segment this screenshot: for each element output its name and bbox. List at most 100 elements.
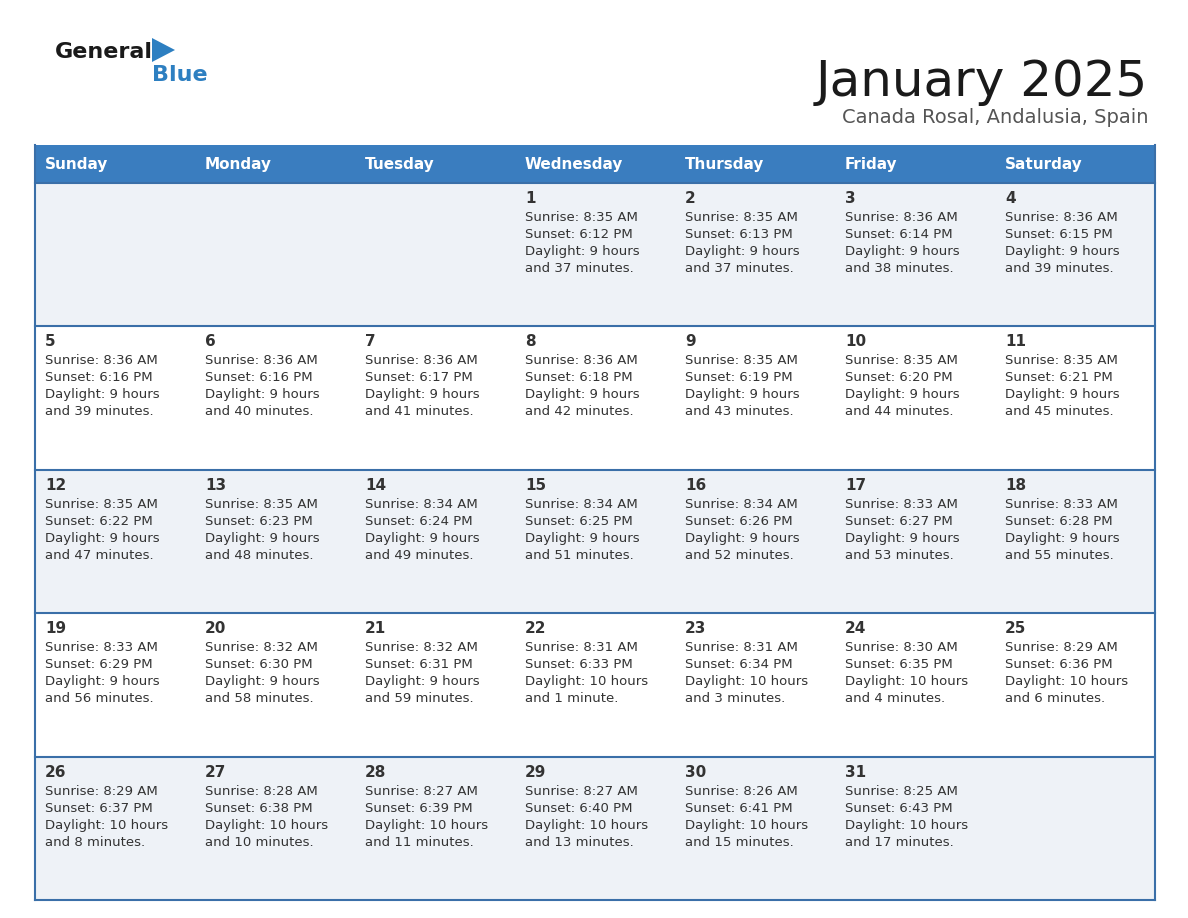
Text: Sunday: Sunday — [45, 156, 108, 172]
Text: Daylight: 9 hours: Daylight: 9 hours — [365, 532, 480, 544]
Text: Sunset: 6:40 PM: Sunset: 6:40 PM — [525, 801, 632, 814]
Text: Sunrise: 8:30 AM: Sunrise: 8:30 AM — [845, 641, 958, 655]
Text: and 59 minutes.: and 59 minutes. — [365, 692, 474, 705]
Text: Sunrise: 8:33 AM: Sunrise: 8:33 AM — [45, 641, 158, 655]
Text: Daylight: 9 hours: Daylight: 9 hours — [525, 532, 639, 544]
Text: Sunrise: 8:36 AM: Sunrise: 8:36 AM — [525, 354, 638, 367]
Bar — [516, 756, 675, 900]
Text: Daylight: 9 hours: Daylight: 9 hours — [525, 388, 639, 401]
Text: Daylight: 9 hours: Daylight: 9 hours — [845, 532, 960, 544]
Text: Daylight: 9 hours: Daylight: 9 hours — [206, 388, 320, 401]
Text: and 47 minutes.: and 47 minutes. — [45, 549, 153, 562]
Bar — [195, 183, 355, 327]
Bar — [195, 756, 355, 900]
Text: Sunrise: 8:33 AM: Sunrise: 8:33 AM — [1005, 498, 1118, 510]
Text: Sunset: 6:29 PM: Sunset: 6:29 PM — [45, 658, 152, 671]
Text: Sunrise: 8:31 AM: Sunrise: 8:31 AM — [525, 641, 638, 655]
Bar — [34, 613, 195, 756]
Bar — [355, 183, 516, 327]
Text: Friday: Friday — [845, 156, 898, 172]
Text: Sunrise: 8:36 AM: Sunrise: 8:36 AM — [1005, 211, 1118, 224]
Text: 3: 3 — [845, 191, 855, 206]
Text: Saturday: Saturday — [1005, 156, 1082, 172]
Text: Sunrise: 8:25 AM: Sunrise: 8:25 AM — [845, 785, 958, 798]
Bar — [355, 470, 516, 613]
Text: Sunset: 6:16 PM: Sunset: 6:16 PM — [45, 372, 152, 385]
Bar — [195, 613, 355, 756]
Text: 17: 17 — [845, 477, 866, 493]
Bar — [675, 183, 835, 327]
Text: Sunset: 6:22 PM: Sunset: 6:22 PM — [45, 515, 153, 528]
Text: Sunset: 6:20 PM: Sunset: 6:20 PM — [845, 372, 953, 385]
Text: 2: 2 — [685, 191, 696, 206]
Text: Sunrise: 8:34 AM: Sunrise: 8:34 AM — [525, 498, 638, 510]
Text: Daylight: 10 hours: Daylight: 10 hours — [525, 676, 649, 688]
Text: Sunrise: 8:35 AM: Sunrise: 8:35 AM — [525, 211, 638, 224]
Text: Sunset: 6:34 PM: Sunset: 6:34 PM — [685, 658, 792, 671]
Text: and 4 minutes.: and 4 minutes. — [845, 692, 946, 705]
Text: Sunset: 6:27 PM: Sunset: 6:27 PM — [845, 515, 953, 528]
Text: 4: 4 — [1005, 191, 1016, 206]
Bar — [675, 145, 835, 183]
Text: Sunrise: 8:32 AM: Sunrise: 8:32 AM — [365, 641, 478, 655]
Bar — [516, 470, 675, 613]
Text: Sunset: 6:19 PM: Sunset: 6:19 PM — [685, 372, 792, 385]
Bar — [835, 327, 996, 470]
Text: 31: 31 — [845, 765, 866, 779]
Text: 15: 15 — [525, 477, 546, 493]
Bar — [996, 470, 1155, 613]
Text: 24: 24 — [845, 621, 866, 636]
Text: Daylight: 10 hours: Daylight: 10 hours — [206, 819, 328, 832]
Text: and 3 minutes.: and 3 minutes. — [685, 692, 785, 705]
Text: Monday: Monday — [206, 156, 272, 172]
Text: Daylight: 9 hours: Daylight: 9 hours — [206, 532, 320, 544]
Text: and 39 minutes.: and 39 minutes. — [45, 406, 153, 419]
Text: Daylight: 9 hours: Daylight: 9 hours — [206, 676, 320, 688]
Text: Sunrise: 8:35 AM: Sunrise: 8:35 AM — [685, 354, 798, 367]
Text: Daylight: 10 hours: Daylight: 10 hours — [45, 819, 169, 832]
Text: Sunset: 6:18 PM: Sunset: 6:18 PM — [525, 372, 633, 385]
Text: and 42 minutes.: and 42 minutes. — [525, 406, 633, 419]
Text: 30: 30 — [685, 765, 706, 779]
Text: January 2025: January 2025 — [816, 58, 1148, 106]
Text: Tuesday: Tuesday — [365, 156, 435, 172]
Text: Canada Rosal, Andalusia, Spain: Canada Rosal, Andalusia, Spain — [841, 108, 1148, 127]
Text: Daylight: 9 hours: Daylight: 9 hours — [365, 388, 480, 401]
Text: 28: 28 — [365, 765, 386, 779]
Bar — [195, 470, 355, 613]
Text: Thursday: Thursday — [685, 156, 764, 172]
Text: and 58 minutes.: and 58 minutes. — [206, 692, 314, 705]
Text: and 11 minutes.: and 11 minutes. — [365, 835, 474, 848]
Text: Daylight: 10 hours: Daylight: 10 hours — [845, 819, 968, 832]
Text: Sunset: 6:35 PM: Sunset: 6:35 PM — [845, 658, 953, 671]
Text: Sunrise: 8:31 AM: Sunrise: 8:31 AM — [685, 641, 798, 655]
Text: Daylight: 9 hours: Daylight: 9 hours — [45, 676, 159, 688]
Bar — [996, 145, 1155, 183]
Bar — [355, 145, 516, 183]
Text: Sunset: 6:16 PM: Sunset: 6:16 PM — [206, 372, 312, 385]
Text: Daylight: 9 hours: Daylight: 9 hours — [1005, 388, 1119, 401]
Bar — [34, 470, 195, 613]
Text: Sunset: 6:38 PM: Sunset: 6:38 PM — [206, 801, 312, 814]
Text: and 37 minutes.: and 37 minutes. — [685, 262, 794, 275]
Text: Sunset: 6:31 PM: Sunset: 6:31 PM — [365, 658, 473, 671]
Text: Daylight: 9 hours: Daylight: 9 hours — [845, 388, 960, 401]
Bar — [996, 613, 1155, 756]
Text: 19: 19 — [45, 621, 67, 636]
Text: Sunrise: 8:32 AM: Sunrise: 8:32 AM — [206, 641, 318, 655]
Bar — [355, 327, 516, 470]
Polygon shape — [152, 38, 175, 62]
Text: Sunrise: 8:28 AM: Sunrise: 8:28 AM — [206, 785, 317, 798]
Text: Sunset: 6:26 PM: Sunset: 6:26 PM — [685, 515, 792, 528]
Text: and 37 minutes.: and 37 minutes. — [525, 262, 633, 275]
Bar — [34, 145, 195, 183]
Text: Sunset: 6:41 PM: Sunset: 6:41 PM — [685, 801, 792, 814]
Text: Daylight: 10 hours: Daylight: 10 hours — [525, 819, 649, 832]
Text: Sunrise: 8:36 AM: Sunrise: 8:36 AM — [365, 354, 478, 367]
Text: Sunrise: 8:34 AM: Sunrise: 8:34 AM — [365, 498, 478, 510]
Text: Sunrise: 8:29 AM: Sunrise: 8:29 AM — [1005, 641, 1118, 655]
Text: 13: 13 — [206, 477, 226, 493]
Text: Sunrise: 8:36 AM: Sunrise: 8:36 AM — [845, 211, 958, 224]
Text: and 17 minutes.: and 17 minutes. — [845, 835, 954, 848]
Bar — [34, 183, 195, 327]
